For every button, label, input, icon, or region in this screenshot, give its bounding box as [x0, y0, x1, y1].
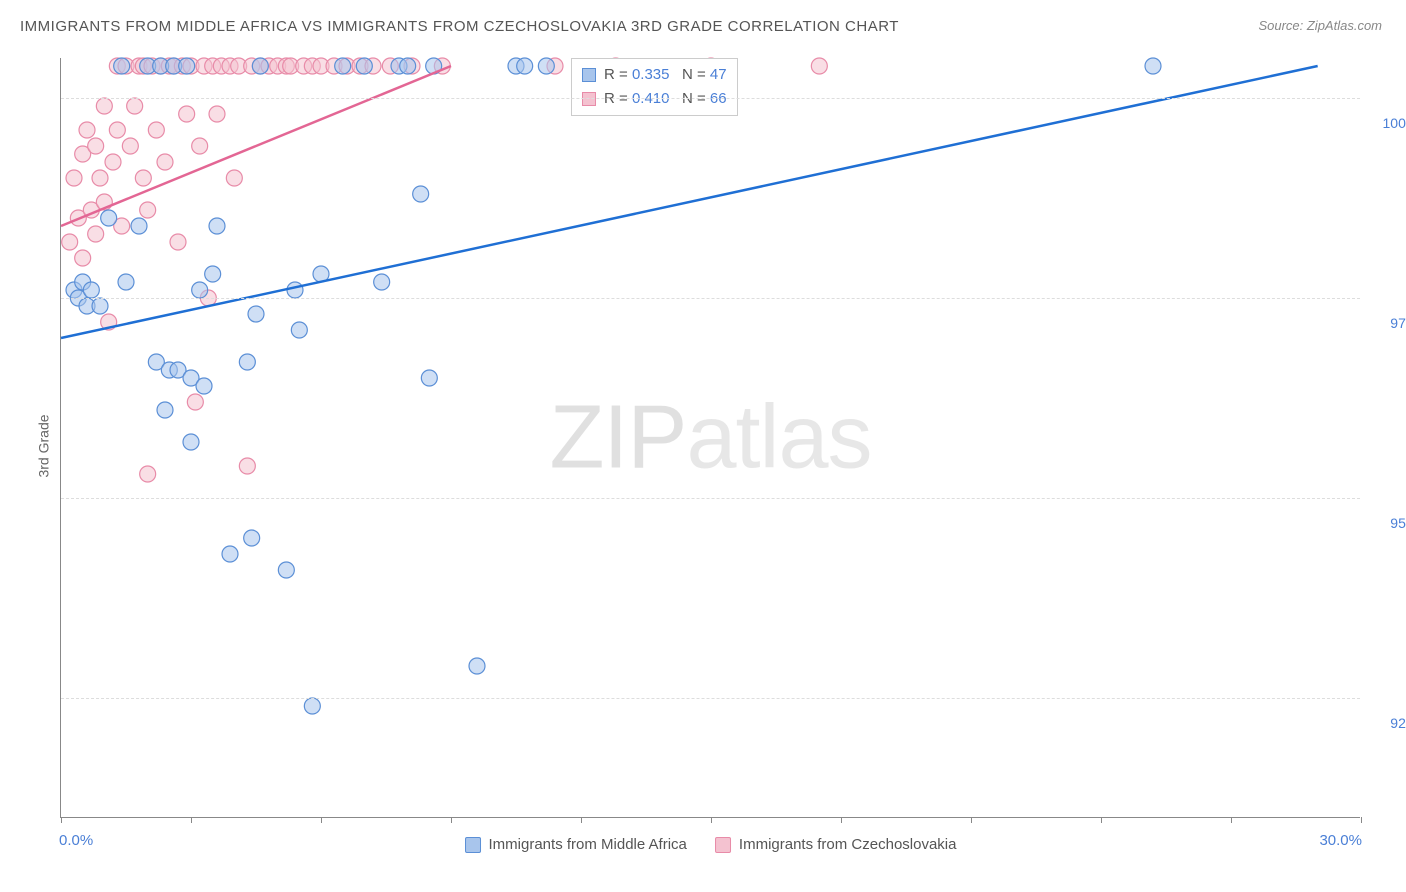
chart-title: IMMIGRANTS FROM MIDDLE AFRICA VS IMMIGRA…: [20, 18, 899, 35]
x-tick-mark: [1101, 817, 1102, 823]
x-tick-mark: [1361, 817, 1362, 823]
gridline: [61, 298, 1360, 299]
legend-square-icon: [715, 837, 731, 853]
x-tick-mark: [61, 817, 62, 823]
x-tick-mark: [711, 817, 712, 823]
legend-item-series-1: Immigrants from Middle Africa: [465, 836, 687, 853]
x-tick-mark: [581, 817, 582, 823]
y-tick-label: 100.0%: [1370, 115, 1406, 131]
legend-square-icon: [465, 837, 481, 853]
x-tick-mark: [971, 817, 972, 823]
series-legend: Immigrants from Middle Africa Immigrants…: [465, 836, 957, 853]
correlation-legend: R = 0.335 N = 47 R = 0.410 N = 66: [571, 58, 738, 116]
legend-square-icon: [582, 92, 596, 106]
y-tick-label: 95.0%: [1370, 515, 1406, 531]
legend-square-icon: [582, 68, 596, 82]
gridline: [61, 698, 1360, 699]
x-tick-mark: [1231, 817, 1232, 823]
gridline: [61, 98, 1360, 99]
gridline: [61, 498, 1360, 499]
legend-row-series-1: R = 0.335 N = 47: [582, 63, 727, 87]
plot-area: ZIPatlas R = 0.335 N = 47 R = 0.410 N = …: [60, 58, 1360, 818]
x-axis-min-label: 0.0%: [59, 832, 93, 849]
y-tick-label: 92.5%: [1370, 715, 1406, 731]
legend-row-series-2: R = 0.410 N = 66: [582, 87, 727, 111]
x-axis-max-label: 30.0%: [1319, 832, 1362, 849]
legend-item-series-2: Immigrants from Czechoslovakia: [715, 836, 957, 853]
y-tick-label: 97.5%: [1370, 315, 1406, 331]
x-tick-mark: [451, 817, 452, 823]
x-tick-mark: [321, 817, 322, 823]
source-attribution: Source: ZipAtlas.com: [1258, 18, 1382, 33]
x-tick-mark: [841, 817, 842, 823]
trend-lines-layer: [61, 58, 1360, 817]
x-tick-mark: [191, 817, 192, 823]
y-axis-label: 3rd Grade: [36, 414, 52, 477]
trend-line: [61, 66, 451, 226]
